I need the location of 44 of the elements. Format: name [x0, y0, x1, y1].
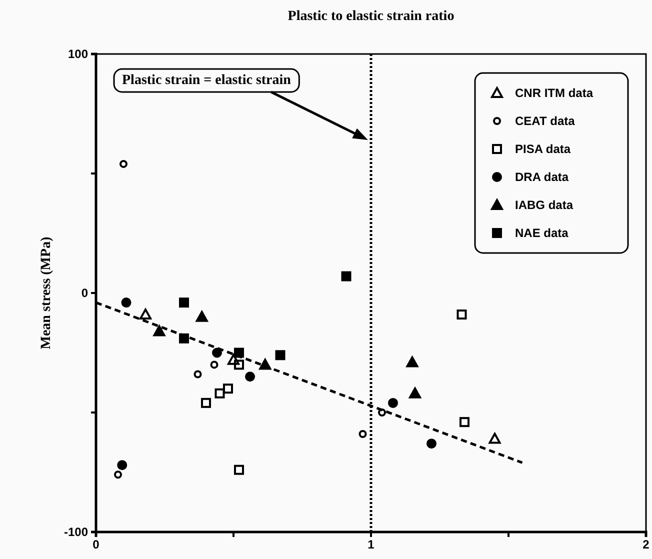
point [341, 271, 352, 282]
point [234, 360, 244, 370]
point [120, 160, 128, 168]
x-tick-label: 2 [642, 538, 650, 552]
x-tick-label: 1 [368, 538, 375, 552]
point [214, 388, 225, 398]
point [378, 408, 386, 416]
point [153, 325, 166, 336]
legend-label: IABG data [515, 198, 574, 212]
point [210, 360, 218, 369]
chart-title: Plastic to elastic strain ratio [288, 9, 454, 24]
y-tick-label: -100 [64, 524, 88, 539]
point [409, 387, 421, 398]
point [117, 460, 128, 470]
point [245, 372, 255, 382]
point [201, 398, 211, 408]
point [121, 298, 132, 308]
y-tick-label: 0 [81, 286, 88, 300]
point [406, 356, 418, 368]
y-axis-title: Mean stress (MPa) [39, 236, 54, 350]
point [426, 438, 436, 449]
point [460, 417, 470, 428]
x-tick-label: 0 [92, 538, 100, 552]
point [228, 354, 240, 365]
point [179, 298, 189, 308]
point [234, 464, 244, 475]
point [358, 430, 367, 438]
point [196, 310, 208, 322]
point [275, 350, 286, 360]
point [456, 310, 467, 320]
point [388, 398, 398, 408]
legend-label: DRA data [515, 170, 569, 184]
point [212, 348, 222, 358]
point [114, 470, 122, 479]
y-tick-label: 100 [68, 46, 88, 61]
legend-label: CEAT data [515, 114, 576, 128]
point [140, 308, 152, 320]
point [223, 384, 233, 394]
legend-label: NAE data [515, 226, 569, 240]
legend-label: CNR ITM data [515, 86, 594, 100]
point [488, 432, 501, 444]
annotation: Plastic strain = elastic strain [122, 73, 292, 88]
point [194, 370, 202, 378]
legend-label: PISA data [515, 142, 571, 156]
